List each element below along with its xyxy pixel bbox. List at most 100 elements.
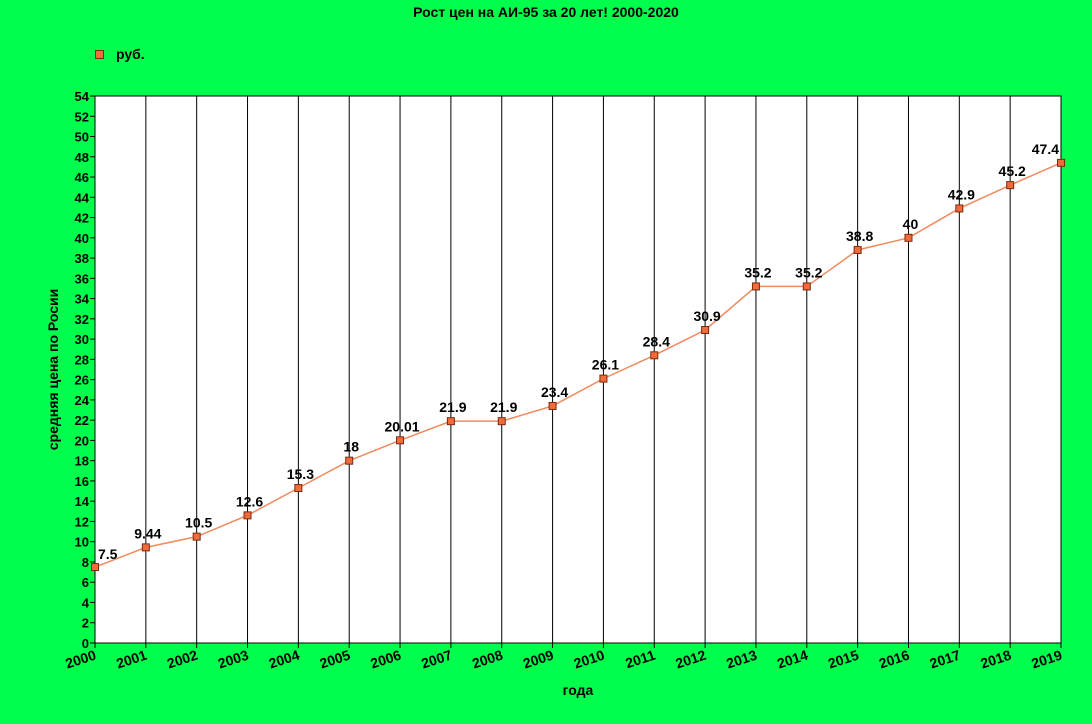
x-axis: 2000 2001 2002 2003 2004 2005 2006 2007 2008 2009… bbox=[63, 643, 1064, 671]
data-point bbox=[1006, 181, 1015, 190]
data-label: 30.9 bbox=[693, 308, 720, 324]
data-labels: 7.5 9.44 10.5 12.6 15.3 18 20.01 21.9 21.9 23.4 26… bbox=[98, 141, 1059, 562]
data-label: 21.9 bbox=[439, 399, 466, 415]
y-tick-label: 32 bbox=[75, 312, 89, 327]
data-label: 35.2 bbox=[744, 264, 771, 280]
y-tick-label: 22 bbox=[75, 413, 89, 428]
data-point bbox=[294, 484, 303, 493]
data-label: 47.4 bbox=[1032, 141, 1059, 157]
x-tick-label: 2005 bbox=[318, 647, 353, 672]
data-point bbox=[497, 417, 506, 426]
data-point bbox=[192, 532, 201, 541]
y-tick-label: 4 bbox=[82, 595, 90, 610]
data-label: 40 bbox=[903, 216, 919, 232]
data-point bbox=[141, 543, 150, 552]
x-tick-label: 2019 bbox=[1029, 647, 1064, 672]
data-point bbox=[243, 511, 252, 520]
data-point bbox=[1057, 158, 1065, 167]
data-point bbox=[345, 456, 354, 465]
y-tick-label: 30 bbox=[75, 332, 89, 347]
x-tick-label: 2008 bbox=[470, 647, 505, 672]
x-tick-label: 2012 bbox=[673, 647, 708, 672]
y-tick-label: 2 bbox=[82, 616, 89, 631]
data-label: 7.5 bbox=[98, 546, 118, 562]
legend-label: руб. bbox=[116, 46, 145, 62]
y-tick-label: 12 bbox=[75, 514, 89, 529]
data-label: 20.01 bbox=[385, 418, 420, 434]
y-tick-label: 28 bbox=[75, 352, 89, 367]
y-tick-label: 38 bbox=[75, 251, 89, 266]
x-tick-label: 2016 bbox=[877, 647, 912, 672]
y-axis-title: средняя цена по Росии bbox=[45, 289, 61, 450]
y-tick-label: 8 bbox=[82, 555, 89, 570]
x-axis-title: года bbox=[563, 682, 594, 698]
y-tick-label: 24 bbox=[75, 393, 90, 408]
x-tick-label: 2010 bbox=[572, 647, 607, 672]
x-tick-label: 2001 bbox=[114, 647, 149, 672]
x-tick-label: 2004 bbox=[267, 647, 302, 672]
y-tick-label: 46 bbox=[75, 170, 89, 185]
data-point bbox=[853, 245, 862, 254]
y-tick-label: 44 bbox=[75, 190, 90, 205]
y-tick-label: 0 bbox=[82, 636, 89, 651]
data-label: 9.44 bbox=[134, 525, 161, 541]
y-tick-label: 48 bbox=[75, 150, 89, 165]
data-label: 38.8 bbox=[846, 228, 873, 244]
plot-area bbox=[94, 95, 1062, 644]
legend-marker-icon bbox=[88, 48, 110, 60]
y-tick-label: 18 bbox=[75, 454, 89, 469]
data-point bbox=[548, 401, 557, 410]
data-label: 26.1 bbox=[592, 357, 619, 373]
data-point bbox=[701, 325, 710, 334]
data-point bbox=[751, 282, 760, 291]
y-tick-label: 16 bbox=[75, 474, 89, 489]
data-point bbox=[599, 374, 608, 383]
grid-lines bbox=[145, 96, 1011, 643]
y-tick-label: 20 bbox=[75, 433, 89, 448]
data-label: 28.4 bbox=[643, 333, 670, 349]
data-point bbox=[396, 436, 405, 445]
y-tick-label: 52 bbox=[75, 109, 89, 124]
x-tick-label: 2013 bbox=[724, 647, 759, 672]
y-tick-label: 14 bbox=[75, 494, 90, 509]
legend: руб. bbox=[88, 46, 145, 62]
data-label: 10.5 bbox=[185, 515, 212, 531]
x-tick-label: 2006 bbox=[368, 647, 403, 672]
x-tick-label: 2018 bbox=[979, 647, 1014, 672]
data-point bbox=[802, 282, 811, 291]
x-tick-label: 2009 bbox=[521, 647, 556, 672]
data-label: 12.6 bbox=[236, 493, 263, 509]
y-tick-label: 54 bbox=[75, 89, 90, 104]
y-tick-label: 34 bbox=[75, 292, 90, 307]
data-label: 45.2 bbox=[999, 163, 1026, 179]
x-tick-label: 2014 bbox=[775, 647, 810, 672]
x-tick-label: 2003 bbox=[216, 647, 251, 672]
x-tick-label: 2002 bbox=[165, 647, 200, 672]
data-point bbox=[91, 563, 99, 572]
data-label: 15.3 bbox=[287, 466, 314, 482]
data-label: 42.9 bbox=[948, 186, 975, 202]
chart-title: Рост цен на АИ-95 за 20 лет! 2000-2020 bbox=[413, 4, 679, 20]
data-point bbox=[650, 351, 659, 360]
x-tick-label: 2000 bbox=[63, 647, 98, 672]
x-tick-label: 2017 bbox=[928, 647, 963, 672]
data-point bbox=[955, 204, 964, 213]
x-tick-label: 2015 bbox=[826, 647, 861, 672]
data-point bbox=[446, 417, 455, 426]
data-label: 23.4 bbox=[541, 384, 568, 400]
y-tick-label: 42 bbox=[75, 211, 89, 226]
data-point bbox=[904, 233, 913, 242]
y-tick-label: 50 bbox=[75, 130, 89, 145]
y-tick-label: 36 bbox=[75, 271, 89, 286]
data-label: 18 bbox=[343, 439, 359, 455]
x-tick-label: 2011 bbox=[623, 647, 657, 672]
y-tick-label: 10 bbox=[75, 535, 89, 550]
y-axis: 0 2 46 8 10 12 14 16 18 20 22 24 26 28 30 32 34 36 38 40 42 4… bbox=[75, 89, 95, 651]
y-tick-label: 26 bbox=[75, 373, 89, 388]
x-tick-label: 2007 bbox=[419, 647, 454, 672]
data-label: 21.9 bbox=[490, 399, 517, 415]
data-label: 35.2 bbox=[795, 264, 822, 280]
y-tick-label: 40 bbox=[75, 231, 89, 246]
data-markers bbox=[91, 158, 1065, 572]
